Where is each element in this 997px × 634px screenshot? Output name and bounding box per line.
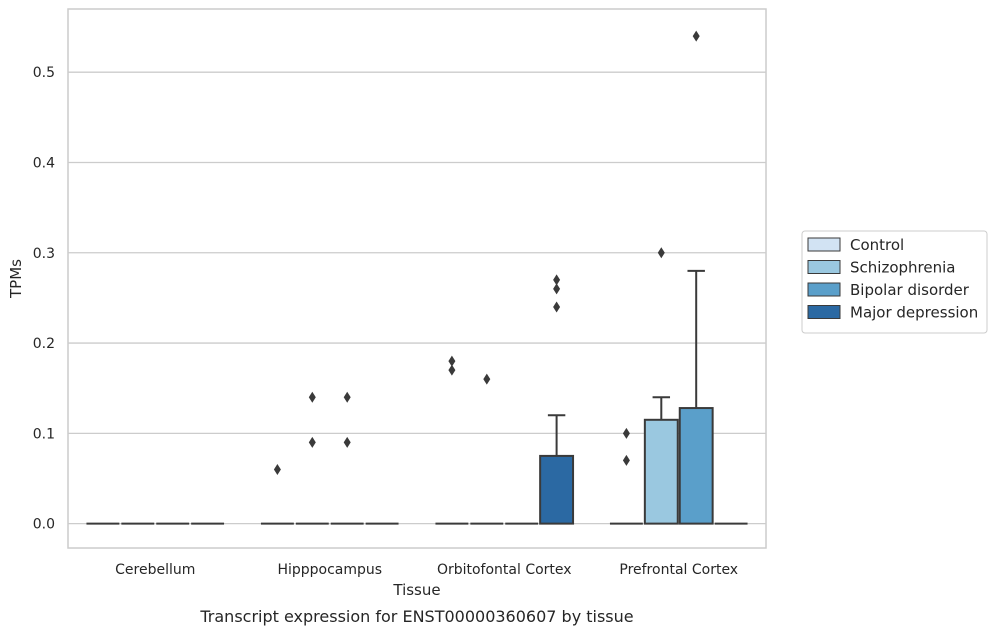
- outlier-point: [483, 373, 491, 385]
- y-tick-label: 0.1: [33, 426, 55, 442]
- outlier-point: [343, 391, 351, 403]
- box-control: [260, 463, 294, 525]
- box-schizophrenia: [643, 247, 679, 525]
- outlier-point: [343, 436, 351, 448]
- legend-label: Major depression: [850, 304, 978, 322]
- outlier-point: [553, 301, 561, 313]
- outlier-point: [622, 454, 630, 466]
- box-rect: [678, 407, 714, 525]
- box-rect: [539, 454, 575, 525]
- legend-label: Schizophrenia: [850, 259, 955, 277]
- outlier-point: [273, 463, 281, 475]
- legend-frame: [801, 230, 988, 334]
- legend-swatch: [807, 260, 841, 274]
- outlier-point: [448, 364, 456, 376]
- outlier-point: [308, 391, 316, 403]
- legend-swatch: [807, 305, 841, 319]
- y-tick-label: 0.2: [33, 336, 55, 352]
- outlier-point: [553, 283, 561, 295]
- y-tick-label: 0.3: [33, 246, 55, 262]
- box-control: [609, 427, 643, 525]
- box-bipolar-disorder: [330, 391, 364, 525]
- legend-label: Control: [850, 236, 904, 254]
- y-axis-title: TPMs: [7, 259, 25, 299]
- outlier-point: [657, 247, 665, 259]
- outlier-point: [553, 274, 561, 286]
- legend-swatch: [807, 282, 841, 297]
- x-axis-title: Tissue: [392, 581, 440, 599]
- y-tick-label: 0.5: [33, 65, 55, 81]
- x-tick-label: Orbitofontal Cortex: [437, 562, 572, 578]
- y-tick-label: 0.4: [33, 155, 55, 171]
- box-bipolar-disorder: [678, 30, 714, 525]
- box-control: [435, 355, 469, 525]
- box-schizophrenia: [470, 373, 504, 525]
- chart-caption: Transcript expression for ENST0000036060…: [199, 607, 633, 626]
- outlier-point: [448, 355, 456, 367]
- x-tick-label: Prefrontal Cortex: [619, 562, 738, 578]
- plot-frame: [67, 8, 767, 549]
- legend: Control Schizophrenia Bipolar disorder Majo…: [801, 230, 988, 334]
- box-schizophrenia: [295, 391, 329, 525]
- y-tick-labels: 0.0 0.1 0.2 0.3 0.4 0.5: [33, 65, 55, 532]
- x-tick-labels: Cerebellum Hipppocampus Orbitofontal Corte…: [115, 562, 738, 578]
- box-major-depression: [539, 274, 575, 525]
- x-tick-label: Cerebellum: [115, 562, 195, 578]
- y-tick-label: 0.0: [33, 517, 55, 533]
- x-tick-label: Hipppocampus: [277, 562, 382, 578]
- box-rect: [643, 418, 679, 525]
- legend-label: Bipolar disorder: [850, 281, 970, 299]
- legend-swatch: [807, 237, 841, 252]
- box-plot-marks: [86, 30, 748, 525]
- outlier-point: [622, 427, 630, 439]
- outlier-point: [692, 30, 700, 42]
- outlier-point: [308, 436, 316, 448]
